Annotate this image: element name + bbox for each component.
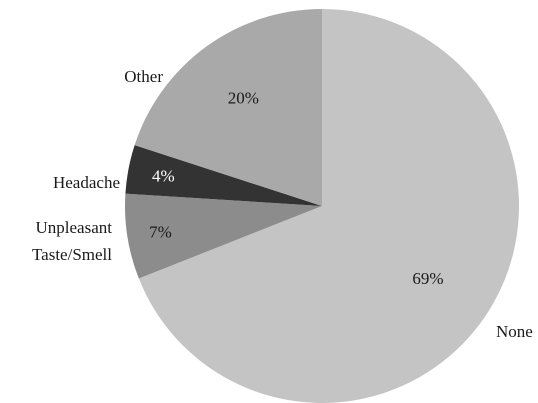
slice-value-label: 69%	[412, 269, 443, 288]
slice-category-label: Headache	[53, 173, 120, 192]
pie-slice-headache	[125, 145, 322, 206]
pie-slice-none	[138, 9, 519, 403]
pie-slice-other	[134, 9, 322, 206]
pie-labels: 69% None 7% Unpleasant Taste/Smell 4% Headache…	[32, 67, 533, 341]
pie-slice-unpleasant-taste-smell	[125, 193, 322, 279]
slice-value-label: 4%	[152, 167, 175, 186]
pie-slices	[125, 9, 519, 403]
slice-category-label: Other	[124, 67, 163, 86]
slice-value-label: 7%	[149, 223, 172, 242]
slice-category-label: None	[496, 322, 533, 341]
slice-category-label: Unpleasant Taste/Smell	[32, 218, 112, 264]
slice-value-label: 20%	[228, 89, 259, 108]
